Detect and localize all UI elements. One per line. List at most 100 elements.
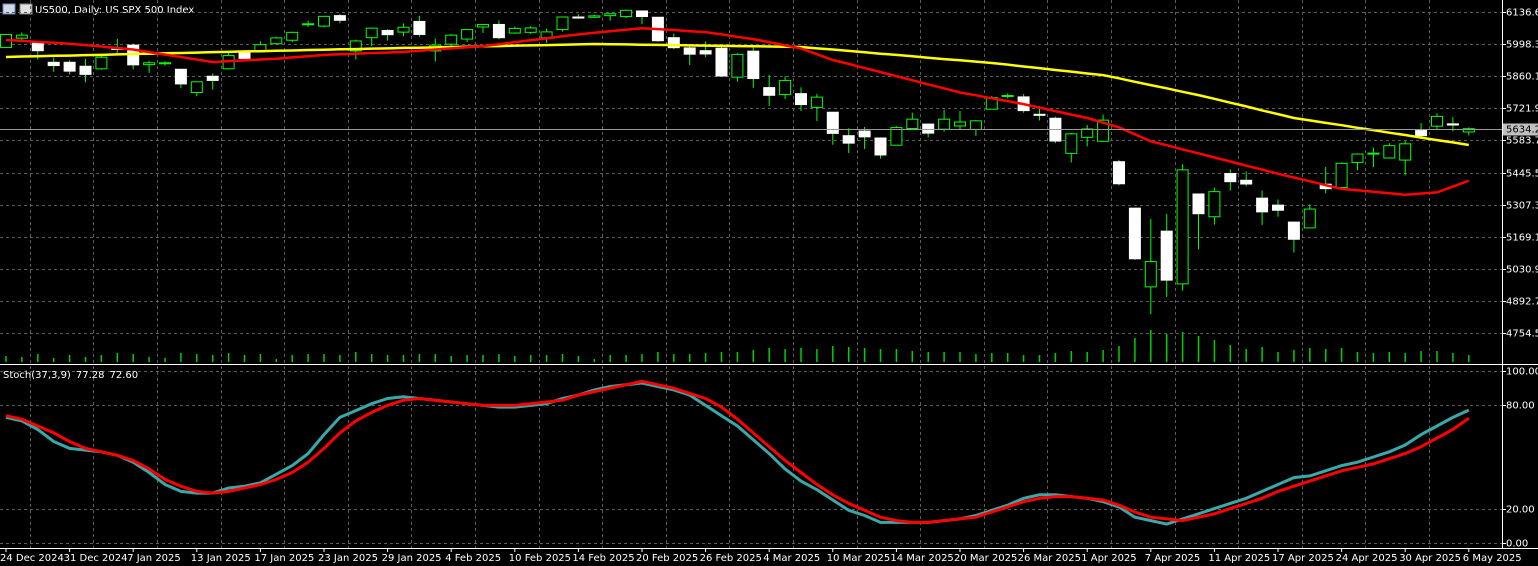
candle-body — [810, 96, 823, 108]
x-tick-label: 4 Mar 2025 — [763, 553, 820, 564]
candle-body — [763, 87, 776, 96]
x-tick-label: 29 Jan 2025 — [382, 553, 442, 564]
candle-body — [47, 61, 60, 67]
volume-bars — [5, 330, 1470, 362]
candle-body — [302, 23, 315, 26]
x-tick-label: 13 Jan 2025 — [191, 553, 251, 564]
current-price-box — [1503, 123, 1538, 136]
candle-body — [159, 62, 171, 65]
candle-body — [1081, 128, 1094, 138]
y-tick-label: 5445.5 — [1506, 169, 1538, 180]
candle-body — [683, 47, 696, 55]
candle-body — [270, 37, 283, 45]
x-tick-label: 10 Mar 2025 — [827, 553, 890, 564]
candle-body — [890, 127, 903, 146]
candle-body — [858, 130, 871, 138]
candle-body — [1287, 221, 1300, 240]
x-tick-label: 4 Feb 2025 — [445, 553, 501, 564]
candle-body — [143, 62, 156, 66]
x-tick-label: 7 Apr 2025 — [1145, 553, 1200, 564]
candle-body — [365, 27, 378, 39]
x-tick-label: 17 Jan 2025 — [254, 553, 314, 564]
candle-body — [842, 135, 855, 144]
candle-body — [1144, 261, 1157, 288]
x-tick-label: 14 Feb 2025 — [572, 553, 634, 564]
candle-body — [413, 20, 426, 35]
candle-body — [1097, 119, 1110, 142]
candle-body — [333, 15, 346, 21]
y-tick-label: 6136.6 — [1506, 8, 1538, 19]
candle-body — [1272, 204, 1284, 211]
y-tick-label: 0.00 — [1506, 539, 1528, 550]
candle-body — [667, 37, 680, 49]
indicator-value-label: 77.28 — [76, 370, 105, 381]
candle-body — [397, 26, 410, 33]
candle-body — [318, 15, 330, 27]
x-tick-label: 20 Mar 2025 — [954, 553, 1017, 564]
y-tick-label: 80.00 — [1506, 401, 1535, 412]
candle-body — [1335, 162, 1348, 188]
candle-body — [1240, 179, 1253, 185]
candle-body — [508, 27, 521, 34]
y-tick-label: 4892.7 — [1506, 297, 1538, 308]
x-tick-label: 7 Jan 2025 — [127, 553, 181, 564]
candle-body — [381, 29, 394, 36]
icon — [2, 3, 16, 15]
x-tick-label: 1 Apr 2025 — [1081, 553, 1136, 564]
candle-body — [63, 61, 76, 72]
candle-body — [620, 9, 633, 18]
candle-body — [238, 51, 251, 59]
candle-body — [906, 118, 919, 129]
y-tick-label: 20.00 — [1506, 505, 1535, 516]
candle-body — [524, 27, 537, 33]
candle-body — [556, 16, 569, 31]
candle-body — [779, 79, 792, 96]
candle-body — [1351, 153, 1364, 163]
candle-body — [826, 111, 839, 134]
candle-body — [731, 53, 744, 78]
candle-body — [206, 75, 219, 81]
candle-body — [1113, 161, 1125, 185]
candle-body — [1256, 197, 1269, 213]
y-tick-label: 4754.5 — [1506, 329, 1538, 340]
y-tick-label: 5030.9 — [1506, 265, 1538, 276]
candle-body — [922, 123, 935, 134]
candle-body — [588, 15, 601, 18]
candle-body — [1415, 130, 1428, 137]
y-tick-label: 5307.3 — [1506, 201, 1538, 212]
indicator-line — [5, 381, 1470, 526]
x-tick-label: 30 Apr 2025 — [1399, 553, 1461, 564]
candle-body — [286, 31, 299, 41]
candle-body — [1176, 169, 1189, 285]
x-tick-label: 26 Mar 2025 — [1018, 553, 1081, 564]
candle-body — [461, 29, 474, 40]
candle-body — [1208, 191, 1221, 218]
candle-body — [1033, 113, 1046, 116]
x-tick-label: 23 Jan 2025 — [318, 553, 378, 564]
candle-body — [1462, 128, 1475, 133]
candle-body — [174, 68, 187, 85]
x-tick-label: 17 Apr 2025 — [1272, 553, 1334, 564]
candle-body — [1224, 173, 1237, 183]
candle-body — [1399, 143, 1412, 161]
candle-body — [1192, 193, 1205, 215]
candle-body — [1160, 230, 1173, 281]
x-tick-label: 11 Apr 2025 — [1208, 553, 1270, 564]
chart-title: US500, Daily: US SPX 500 Index — [35, 5, 194, 16]
x-tick-label: 10 Feb 2025 — [509, 553, 571, 564]
x-tick-label: 26 Feb 2025 — [700, 553, 762, 564]
candle-body — [874, 137, 887, 156]
icon — [19, 3, 33, 15]
x-tick-label: 20 Feb 2025 — [636, 553, 698, 564]
y-tick-label: 5998.3 — [1506, 40, 1538, 51]
candle-body — [492, 23, 505, 39]
indicator-title: Stoch(37,3,9) — [3, 370, 71, 381]
candle-body — [190, 81, 203, 93]
x-tick-label: 24 Apr 2025 — [1336, 553, 1398, 564]
y-tick-label: 5169.1 — [1506, 233, 1538, 244]
candle-body — [477, 23, 489, 28]
y-tick-label: 5860.1 — [1506, 72, 1538, 83]
indicator-value-label: 72.60 — [109, 370, 138, 381]
